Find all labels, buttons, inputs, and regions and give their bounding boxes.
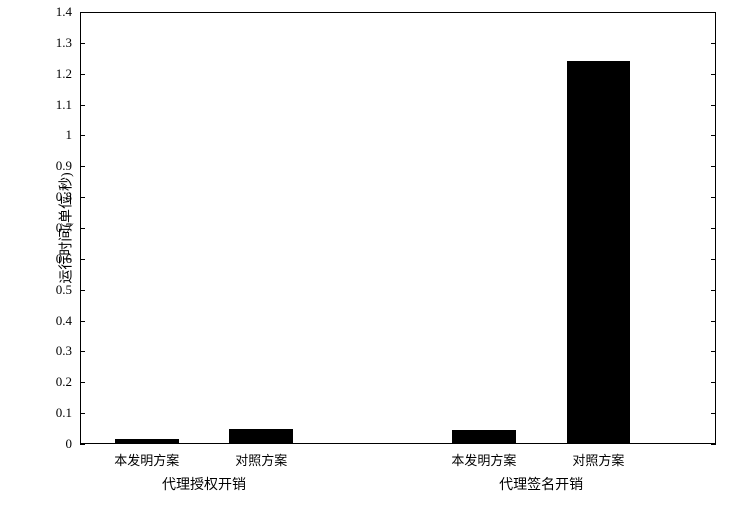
y-tick-label: 1.1 [56, 97, 72, 113]
y-tick-label: 0.1 [56, 405, 72, 421]
y-tick-mark-right [711, 290, 716, 291]
bar-label: 本发明方案 [114, 450, 179, 469]
y-tick-mark [80, 74, 85, 75]
y-tick-mark [80, 259, 85, 260]
y-tick-mark-right [711, 105, 716, 106]
y-tick-label: 0.7 [56, 220, 72, 236]
y-tick-label: 0.9 [56, 158, 72, 174]
y-tick-mark [80, 321, 85, 322]
y-tick-label: 0.5 [56, 282, 72, 298]
y-tick-mark-right [711, 74, 716, 75]
y-tick-mark-right [711, 351, 716, 352]
y-tick-mark [80, 351, 85, 352]
y-tick-label: 1.4 [56, 4, 72, 20]
bar [229, 429, 293, 444]
bar-label: 对照方案 [235, 450, 287, 469]
y-tick-mark-right [711, 444, 716, 445]
y-tick-mark-right [711, 166, 716, 167]
y-tick-label: 0.8 [56, 189, 72, 205]
y-tick-label: 0 [66, 436, 73, 452]
y-tick-label: 1.2 [56, 66, 72, 82]
y-tick-mark [80, 197, 85, 198]
group-label: 代理授权开销 [162, 474, 246, 494]
y-tick-mark-right [711, 43, 716, 44]
y-tick-label: 0.2 [56, 374, 72, 390]
bar [567, 61, 631, 444]
y-tick-mark-right [711, 197, 716, 198]
bar-label: 本发明方案 [451, 450, 516, 469]
y-tick-mark [80, 43, 85, 44]
y-tick-label: 1.3 [56, 35, 72, 51]
y-tick-label: 0.3 [56, 343, 72, 359]
y-tick-mark [80, 12, 85, 13]
y-tick-mark-right [711, 228, 716, 229]
y-tick-mark [80, 382, 85, 383]
bar [452, 430, 516, 444]
y-tick-mark-right [711, 12, 716, 13]
y-tick-mark-right [711, 259, 716, 260]
y-tick-mark [80, 413, 85, 414]
y-tick-label: 0.6 [56, 251, 72, 267]
y-tick-mark [80, 444, 85, 445]
y-tick-label: 0.4 [56, 313, 72, 329]
y-tick-mark-right [711, 321, 716, 322]
y-tick-mark-right [711, 135, 716, 136]
bar [115, 439, 179, 444]
y-tick-mark [80, 290, 85, 291]
chart-container: 运行时间(单位:秒) 00.10.20.30.40.50.60.70.80.91… [0, 0, 743, 519]
group-label: 代理签名开销 [499, 474, 583, 494]
y-tick-mark [80, 166, 85, 167]
y-tick-mark-right [711, 413, 716, 414]
y-tick-mark-right [711, 382, 716, 383]
y-tick-mark [80, 135, 85, 136]
y-tick-mark [80, 105, 85, 106]
y-tick-mark [80, 228, 85, 229]
y-tick-label: 1 [66, 127, 73, 143]
bar-label: 对照方案 [572, 450, 624, 469]
